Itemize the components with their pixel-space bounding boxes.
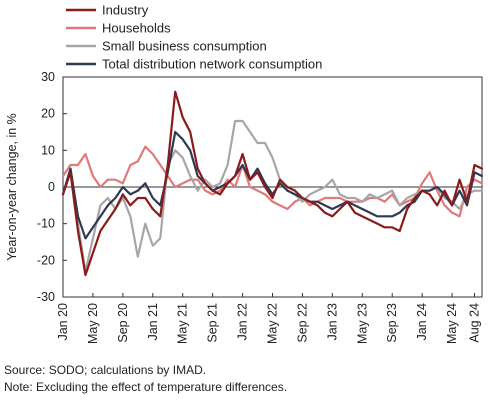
series-line-3 [61, 119, 484, 273]
x-tick-label: Aug 24 [468, 303, 482, 343]
y-tick-label: -10 [37, 217, 55, 231]
series-line-4 [61, 130, 484, 240]
x-tick-label: May 22 [266, 303, 280, 344]
y-tick-label: -30 [37, 290, 55, 304]
series-line-2 [61, 145, 484, 218]
x-tick-label: Jan 23 [325, 303, 339, 341]
x-tick-label: Sep 23 [385, 303, 399, 343]
source-footnote: Source: SODO; calculations by IMAD. [4, 363, 206, 377]
y-tick-label: 0 [48, 180, 55, 194]
x-tick-label: May 20 [86, 303, 100, 344]
y-tick-label: -20 [37, 253, 55, 267]
x-tick-label: May 24 [445, 303, 459, 344]
x-tick-label: Jan 24 [415, 303, 429, 341]
x-tick-label: Jan 20 [56, 303, 70, 341]
x-tick-label: May 21 [176, 303, 190, 344]
legend-label-3: Small business consumption [102, 39, 267, 54]
legend-label-2: Households [102, 21, 171, 36]
y-tick-label: 20 [41, 107, 55, 121]
y-axis-title: Year-on-year change, in % [5, 113, 19, 261]
y-tick-label: 10 [41, 143, 55, 157]
plot-area: -30 -20 -10 0 10 20 30 Jan 20 May 20 Sep 20 Jan 21… [37, 70, 484, 344]
series-line-1 [61, 90, 484, 277]
x-tick-label: Jan 21 [146, 303, 160, 341]
x-tick-label: Sep 22 [295, 303, 309, 343]
x-tick-label: May 23 [355, 303, 369, 344]
legend: Industry Households Small business consump… [66, 3, 322, 72]
x-tick-label: Sep 20 [116, 303, 130, 343]
legend-label-1: Industry [102, 3, 149, 18]
x-tick-label: Jan 22 [236, 303, 250, 341]
legend-label-4: Total distribution network consumption [102, 57, 322, 72]
x-tick-label: Sep 21 [206, 303, 220, 343]
note-footnote: Note: Excluding the effect of temperatur… [4, 380, 287, 394]
y-tick-label: 30 [41, 70, 55, 84]
